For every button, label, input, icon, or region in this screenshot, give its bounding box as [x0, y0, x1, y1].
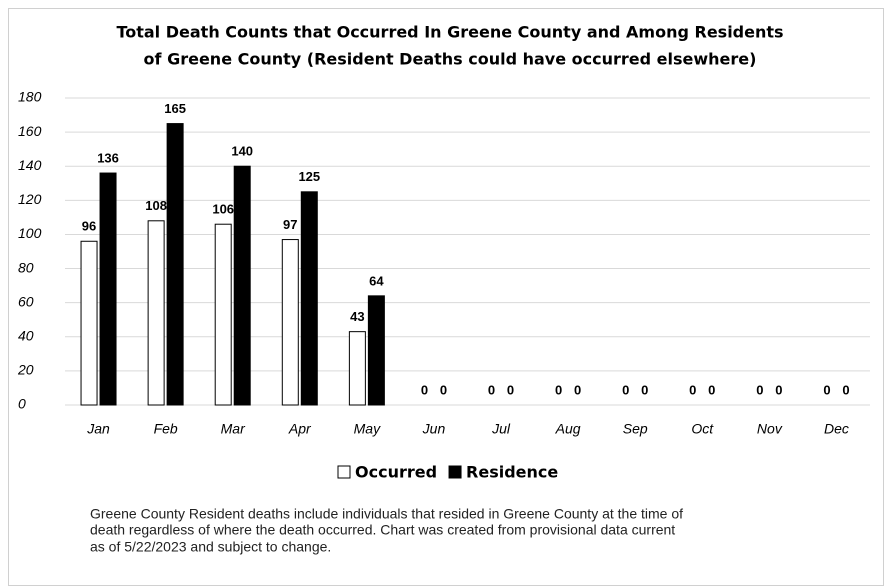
value-label: 108 — [145, 198, 167, 213]
value-label: 0 — [555, 382, 562, 397]
y-tick-label: 100 — [18, 225, 42, 241]
y-tick-label: 180 — [18, 89, 42, 105]
value-label: 0 — [488, 382, 495, 397]
x-tick-label: Jul — [491, 421, 511, 437]
value-label: 136 — [97, 150, 119, 165]
value-label: 0 — [574, 382, 581, 397]
value-label: 64 — [369, 273, 384, 288]
value-label: 0 — [823, 382, 830, 397]
bar — [147, 220, 165, 406]
y-tick-label: 80 — [18, 259, 34, 275]
value-label: 0 — [756, 382, 763, 397]
value-label: 165 — [164, 101, 186, 116]
value-label: 0 — [775, 382, 782, 397]
x-tick-label: Jun — [422, 421, 446, 437]
value-label: 0 — [842, 382, 849, 397]
bar — [214, 223, 232, 406]
legend-swatch — [337, 465, 351, 479]
x-tick-label: Sep — [623, 421, 648, 437]
value-label: 140 — [231, 144, 253, 159]
legend-label: Residence — [466, 463, 558, 482]
value-label: 0 — [507, 382, 514, 397]
bar — [300, 191, 318, 406]
chart-title: of Greene County (Resident Deaths could … — [144, 50, 757, 69]
y-tick-label: 20 — [17, 362, 34, 378]
bar — [233, 165, 251, 406]
value-label: 0 — [440, 382, 447, 397]
bar — [99, 172, 117, 406]
bar — [367, 295, 385, 406]
y-tick-label: 40 — [18, 327, 34, 343]
x-tick-label: Feb — [154, 421, 178, 437]
value-label: 97 — [283, 217, 297, 232]
x-tick-label: Jan — [86, 421, 110, 437]
value-label: 0 — [689, 382, 696, 397]
bar — [281, 239, 299, 406]
x-tick-label: Dec — [824, 421, 849, 437]
legend-swatch — [448, 465, 462, 479]
caption: as of 5/22/2023 and subject to change. — [90, 539, 331, 555]
value-label: 96 — [82, 219, 96, 234]
x-tick-label: Apr — [288, 421, 312, 437]
value-label: 0 — [708, 382, 715, 397]
bar — [166, 123, 184, 406]
legend-label: Occurred — [355, 463, 437, 482]
value-label: 0 — [622, 382, 629, 397]
value-label: 106 — [212, 202, 234, 217]
y-tick-label: 140 — [18, 157, 42, 173]
chart-frame — [8, 8, 884, 586]
x-tick-label: Aug — [555, 421, 581, 437]
x-tick-label: May — [354, 421, 381, 437]
caption: Greene County Resident deaths include in… — [90, 506, 683, 522]
x-tick-label: Nov — [757, 421, 783, 437]
bar — [348, 331, 366, 406]
value-label: 0 — [421, 382, 428, 397]
value-label: 43 — [350, 309, 364, 324]
x-tick-label: Oct — [691, 421, 714, 437]
x-tick-label: Mar — [221, 421, 246, 437]
chart-title: Total Death Counts that Occurred In Gree… — [116, 23, 783, 42]
value-label: 0 — [641, 382, 648, 397]
y-tick-label: 0 — [18, 396, 26, 412]
y-tick-label: 120 — [18, 191, 42, 207]
y-tick-label: 160 — [18, 123, 42, 139]
value-label: 125 — [298, 169, 320, 184]
bar — [80, 240, 98, 406]
y-tick-label: 60 — [18, 293, 34, 309]
caption: death regardless of where the death occu… — [90, 522, 675, 538]
